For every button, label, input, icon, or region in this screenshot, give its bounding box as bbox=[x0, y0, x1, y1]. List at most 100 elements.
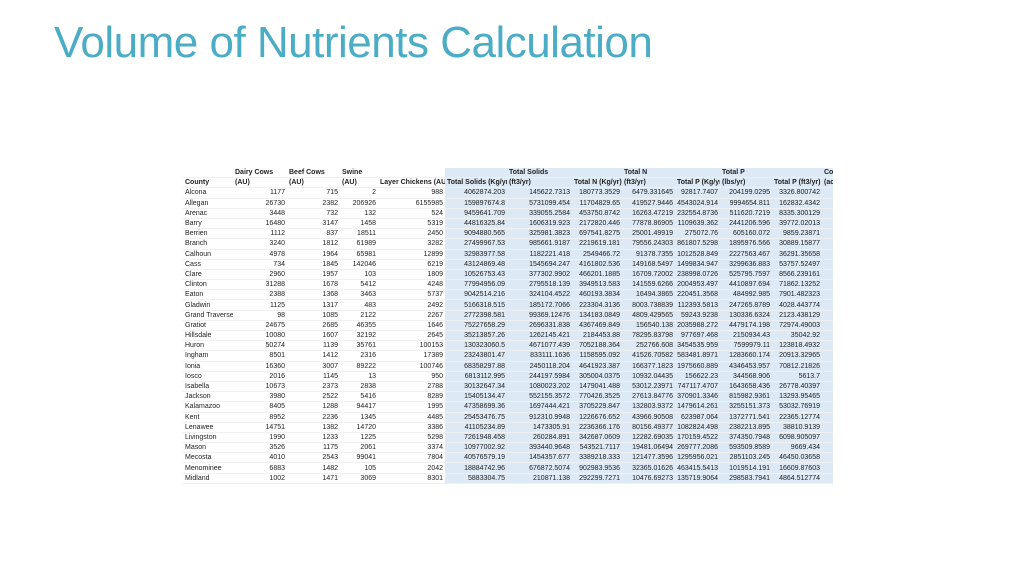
cell: 99369.12476 bbox=[507, 310, 572, 321]
cell: 53032.76919 bbox=[772, 401, 822, 413]
cell: 1175 bbox=[287, 442, 340, 454]
cell: 1499834.947 bbox=[675, 259, 720, 270]
cell: 2543 bbox=[287, 452, 340, 464]
cell: 145622.7313 bbox=[507, 187, 572, 199]
cell: 3463 bbox=[340, 289, 378, 301]
cell: 1382 bbox=[287, 422, 340, 433]
cell: 156622.23 bbox=[675, 371, 720, 382]
cell: 78295.83798 bbox=[622, 330, 675, 342]
cell: 26778.40397 bbox=[772, 381, 822, 393]
cell: 27499967.53 bbox=[445, 238, 507, 250]
cell: 40576579.19 bbox=[445, 452, 507, 464]
cell: 6813112.995 bbox=[445, 371, 507, 382]
data-row: Isabella 10673 2373 2838 2788 30132647.34 1080… bbox=[183, 381, 833, 393]
cell: 4346453.957 bbox=[720, 361, 772, 372]
cell: 77994956.09 bbox=[445, 279, 507, 291]
cell: 1957 bbox=[287, 269, 340, 281]
cell: Layer Chickens (AU) bbox=[378, 177, 445, 189]
cell: Mecosta bbox=[183, 452, 233, 464]
cell: 7261948.458 bbox=[445, 432, 507, 444]
cell: 180773.3529 bbox=[572, 187, 622, 199]
cell: 18884742.96 bbox=[445, 462, 507, 474]
cell: 2960 bbox=[233, 269, 287, 281]
cell: Mason bbox=[183, 442, 233, 454]
cell: 247265.8789 bbox=[720, 299, 772, 311]
cell: 14720 bbox=[340, 422, 378, 433]
cell: 80156.49377 bbox=[622, 422, 675, 433]
cell: 1479614.261 bbox=[675, 401, 720, 413]
cell: 159897674.8 bbox=[445, 198, 507, 209]
data-row: Kalamazoo 8405 1288 94417 1995 47358699.36 169… bbox=[183, 401, 833, 413]
cell: 305004.0375 bbox=[572, 371, 622, 382]
cell bbox=[822, 361, 833, 372]
cell: 6155985 bbox=[378, 198, 445, 209]
cell: Dairy Cows bbox=[233, 168, 287, 179]
cell: 13293.95465 bbox=[772, 391, 822, 403]
cell: 39772.02013 bbox=[772, 218, 822, 230]
cell: 1643658.436 bbox=[720, 381, 772, 393]
cell: 6098.905097 bbox=[772, 432, 822, 444]
cell: 6219 bbox=[378, 259, 445, 270]
cell: Cou bbox=[822, 168, 833, 179]
data-row: Eaton 2388 1368 3463 5737 9042514.216 324104.4… bbox=[183, 289, 833, 301]
cell: 950 bbox=[378, 371, 445, 382]
cell: 9459641.709 bbox=[445, 208, 507, 219]
cell: 3326.800742 bbox=[772, 187, 822, 199]
cell: 17389 bbox=[378, 350, 445, 362]
cell: 1471 bbox=[287, 473, 340, 484]
cell: 837 bbox=[287, 228, 340, 240]
cell: 715 bbox=[287, 187, 340, 199]
cell: 16360 bbox=[233, 361, 287, 372]
cell: Jackson bbox=[183, 391, 233, 403]
cell: 4978 bbox=[233, 249, 287, 260]
cell bbox=[822, 310, 833, 321]
data-row: Berrien 1112 837 18511 2450 9094880.565 325981… bbox=[183, 228, 833, 240]
cell: 75227658.29 bbox=[445, 320, 507, 332]
cell: 89222 bbox=[340, 361, 378, 372]
cell: 5731099.454 bbox=[507, 198, 572, 209]
cell: 65981 bbox=[340, 249, 378, 260]
cell: 1345 bbox=[340, 412, 378, 423]
cell: 2184453.88 bbox=[572, 330, 622, 342]
cell: 41526.70582 bbox=[622, 350, 675, 362]
cell: 1233 bbox=[287, 432, 340, 444]
cell: 10080 bbox=[233, 330, 287, 342]
cell: 5412 bbox=[340, 279, 378, 291]
nutrient-table: Dairy Cows Beef Cows Swine Total Solids Tota… bbox=[183, 168, 833, 484]
cell: Isabella bbox=[183, 381, 233, 393]
cell: 105 bbox=[340, 462, 378, 474]
cell: 5166318.515 bbox=[445, 299, 507, 311]
cell: 1139 bbox=[287, 340, 340, 352]
cell bbox=[822, 442, 833, 454]
cell: 2696331.838 bbox=[507, 320, 572, 332]
cell: 2227563.467 bbox=[720, 249, 772, 260]
cell: Kalamazoo bbox=[183, 401, 233, 413]
cell: 5298 bbox=[378, 432, 445, 444]
cell: 99041 bbox=[340, 452, 378, 464]
cell: Swine bbox=[340, 168, 378, 179]
cell: 1412 bbox=[287, 350, 340, 362]
cell: 2042 bbox=[378, 462, 445, 474]
cell: Livingston bbox=[183, 432, 233, 444]
data-row: Clinton 31288 1678 5412 4248 77994956.09 27955… bbox=[183, 279, 833, 291]
cell: 3386 bbox=[378, 422, 445, 433]
cell: 2492 bbox=[378, 299, 445, 311]
data-row: Arenac 3448 732 132 524 9459641.709 339055.258… bbox=[183, 208, 833, 219]
cell: 2373 bbox=[287, 381, 340, 393]
cell: 377302.9902 bbox=[507, 269, 572, 281]
cell: 10673 bbox=[233, 381, 287, 393]
cell bbox=[822, 473, 833, 484]
cell: (AU) bbox=[233, 177, 287, 189]
cell: 2004953.497 bbox=[675, 279, 720, 291]
cell: 269777.2086 bbox=[675, 442, 720, 454]
cell: 53757.52497 bbox=[772, 259, 822, 270]
cell: 605160.072 bbox=[720, 228, 772, 240]
cell: 2450118.204 bbox=[507, 361, 572, 372]
cell: 185172.7066 bbox=[507, 299, 572, 311]
cell: 71862.13252 bbox=[772, 279, 822, 291]
cell: 1482 bbox=[287, 462, 340, 474]
cell bbox=[822, 432, 833, 444]
cell: 325981.3823 bbox=[507, 228, 572, 240]
cell: 252766.608 bbox=[622, 340, 675, 352]
